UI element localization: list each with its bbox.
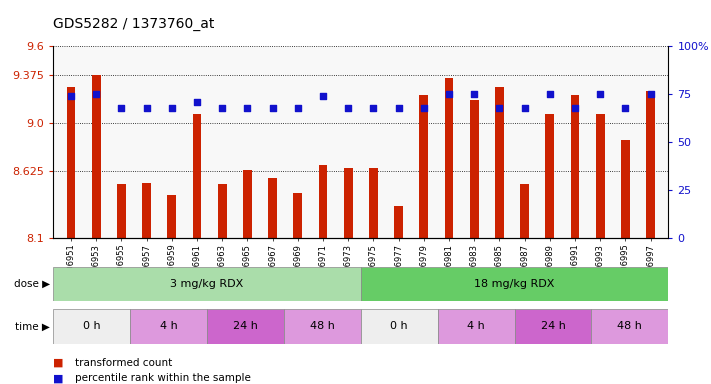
Text: 4 h: 4 h xyxy=(467,321,485,331)
Text: 0 h: 0 h xyxy=(390,321,408,331)
Point xyxy=(469,91,480,97)
Bar xyxy=(369,168,378,238)
Bar xyxy=(130,309,207,344)
Point xyxy=(418,104,429,111)
Point xyxy=(90,91,102,97)
Bar xyxy=(243,170,252,238)
Bar xyxy=(294,193,302,238)
Point xyxy=(116,104,127,111)
Text: 48 h: 48 h xyxy=(617,321,642,331)
Text: time ▶: time ▶ xyxy=(15,321,50,331)
Bar xyxy=(515,309,592,344)
Bar xyxy=(495,87,504,238)
Bar xyxy=(207,309,284,344)
Text: dose ▶: dose ▶ xyxy=(14,279,50,289)
Bar xyxy=(344,168,353,238)
Point xyxy=(594,91,606,97)
Point xyxy=(368,104,379,111)
Bar xyxy=(167,195,176,238)
Text: 4 h: 4 h xyxy=(160,321,178,331)
Text: percentile rank within the sample: percentile rank within the sample xyxy=(75,373,250,383)
Bar xyxy=(284,309,360,344)
Point xyxy=(191,99,203,105)
Point xyxy=(519,104,530,111)
Bar xyxy=(621,139,630,238)
Text: 3 mg/kg RDX: 3 mg/kg RDX xyxy=(171,279,244,289)
Point xyxy=(217,104,228,111)
Bar xyxy=(218,184,227,238)
Text: GDS5282 / 1373760_at: GDS5282 / 1373760_at xyxy=(53,17,215,31)
Text: 0 h: 0 h xyxy=(83,321,100,331)
Bar xyxy=(444,78,454,238)
Bar xyxy=(268,178,277,238)
Bar xyxy=(592,309,668,344)
Bar xyxy=(360,309,438,344)
Bar xyxy=(596,114,604,238)
Point xyxy=(444,91,455,97)
Bar xyxy=(419,95,428,238)
Point xyxy=(317,93,328,99)
Point xyxy=(267,104,278,111)
Text: 24 h: 24 h xyxy=(540,321,565,331)
Bar xyxy=(92,75,100,238)
Bar xyxy=(470,100,479,238)
Text: transformed count: transformed count xyxy=(75,358,172,368)
Point xyxy=(292,104,304,111)
Point xyxy=(570,104,581,111)
Point xyxy=(544,91,555,97)
Point xyxy=(343,104,354,111)
Bar xyxy=(53,267,360,301)
Bar xyxy=(142,183,151,238)
Bar xyxy=(117,184,126,238)
Bar xyxy=(67,87,75,238)
Text: ■: ■ xyxy=(53,373,64,383)
Bar xyxy=(193,114,201,238)
Bar xyxy=(571,95,579,238)
Text: 18 mg/kg RDX: 18 mg/kg RDX xyxy=(474,279,555,289)
Bar xyxy=(438,309,515,344)
Bar xyxy=(646,91,655,238)
Point xyxy=(645,91,656,97)
Point xyxy=(620,104,631,111)
Point xyxy=(242,104,253,111)
Bar xyxy=(545,114,555,238)
Bar xyxy=(394,206,403,238)
Point xyxy=(166,104,178,111)
Bar xyxy=(360,267,668,301)
Bar xyxy=(319,165,328,238)
Text: 48 h: 48 h xyxy=(310,321,335,331)
Point xyxy=(393,104,405,111)
Point xyxy=(65,93,77,99)
Point xyxy=(141,104,152,111)
Text: ■: ■ xyxy=(53,358,64,368)
Bar xyxy=(53,309,130,344)
Text: 24 h: 24 h xyxy=(233,321,258,331)
Bar xyxy=(520,184,529,238)
Point xyxy=(493,104,505,111)
